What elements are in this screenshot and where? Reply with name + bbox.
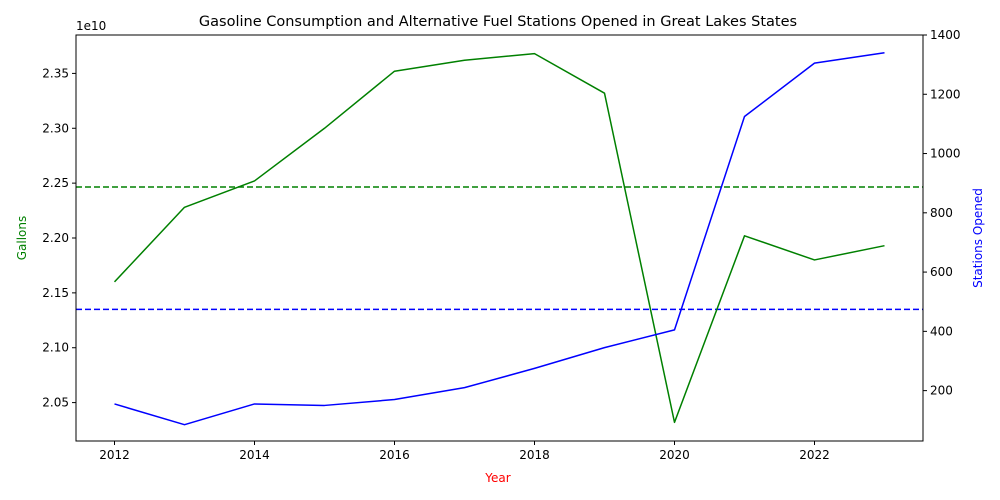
- x-tick-label: 2014: [239, 448, 270, 462]
- x-axis-label: Year: [484, 471, 510, 485]
- left-axis-offset-label: 1e10: [76, 19, 106, 33]
- right-axis-label: Stations Opened: [971, 188, 985, 288]
- right-tick-label: 1000: [930, 147, 961, 161]
- x-tick-label: 2022: [799, 448, 830, 462]
- series-line-1: [113, 52, 885, 424]
- left-tick-label: 2.35: [42, 66, 69, 80]
- right-tick-label: 400: [930, 324, 953, 338]
- plot-area: 2012 2014 2016 2018 2020 2022 2.05 2.10 2.15 2.20…: [42, 28, 960, 462]
- right-tick-label: 600: [930, 265, 953, 279]
- left-tick-label: 2.15: [42, 286, 69, 300]
- right-tick-label: 1400: [930, 28, 961, 42]
- left-tick-label: 2.05: [42, 396, 69, 410]
- series-line-2: [114, 52, 885, 426]
- chart-title: Gasoline Consumption and Alternative Fue…: [199, 14, 797, 30]
- right-tick-label: 800: [930, 206, 953, 220]
- x-tick-label: 2020: [659, 448, 690, 462]
- x-tick-label: 2016: [379, 448, 410, 462]
- left-axis-label: Gallons: [15, 216, 29, 261]
- left-tick-label: 2.25: [42, 176, 69, 190]
- left-tick-label: 2.10: [42, 341, 69, 355]
- left-tick-label: 2.30: [42, 121, 69, 135]
- x-tick-label: 2018: [519, 448, 550, 462]
- left-tick-label: 2.20: [42, 231, 69, 245]
- right-tick-label: 200: [930, 384, 953, 398]
- x-tick-label: 2012: [99, 448, 130, 462]
- right-tick-label: 1200: [930, 87, 961, 101]
